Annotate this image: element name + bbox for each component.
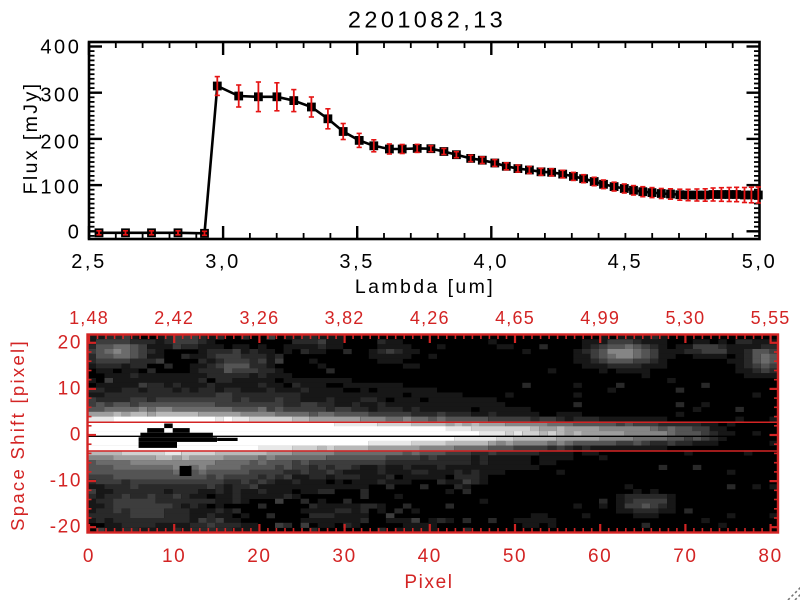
svg-text:60: 60 [588, 546, 612, 567]
svg-text:-10: -10 [50, 471, 82, 492]
svg-text:400: 400 [40, 37, 81, 59]
svg-text:20: 20 [247, 546, 271, 567]
svg-text:4,5: 4,5 [608, 251, 644, 273]
svg-text:Flux [mJy]: Flux [mJy] [20, 82, 42, 195]
svg-text:3,82: 3,82 [325, 308, 365, 328]
svg-text:5,0: 5,0 [742, 251, 778, 273]
svg-text:3,0: 3,0 [205, 251, 241, 273]
svg-text:Lambda [um]: Lambda [um] [355, 276, 495, 298]
svg-text:300: 300 [40, 85, 81, 107]
svg-text:50: 50 [503, 546, 527, 567]
svg-text:3,26: 3,26 [239, 308, 279, 328]
svg-text:0: 0 [70, 425, 82, 446]
svg-text:10: 10 [162, 546, 186, 567]
svg-text:1,48: 1,48 [69, 308, 109, 328]
svg-text:70: 70 [673, 546, 697, 567]
svg-text:100: 100 [40, 176, 81, 198]
svg-text:-20: -20 [50, 517, 82, 538]
svg-text:3,5: 3,5 [339, 251, 375, 273]
svg-text:5,30: 5,30 [665, 308, 705, 328]
svg-text:4,65: 4,65 [495, 308, 535, 328]
svg-text:20: 20 [58, 332, 82, 353]
svg-text:10: 10 [58, 378, 82, 399]
svg-text:Space Shift [pixel]: Space Shift [pixel] [7, 339, 28, 531]
svg-text:5,55: 5,55 [751, 308, 791, 328]
svg-text:0: 0 [68, 221, 82, 243]
svg-text:4,99: 4,99 [580, 308, 620, 328]
svg-text:40: 40 [418, 546, 442, 567]
svg-text:2,42: 2,42 [154, 308, 194, 328]
svg-text:2,5: 2,5 [71, 251, 107, 273]
svg-text:0: 0 [83, 546, 95, 567]
svg-text:200: 200 [40, 132, 81, 154]
svg-text:80: 80 [758, 546, 782, 567]
svg-text:4,0: 4,0 [473, 251, 509, 273]
svg-text:2201082,13: 2201082,13 [348, 7, 506, 33]
svg-text:Pixel: Pixel [404, 572, 453, 593]
svg-text:30: 30 [332, 546, 356, 567]
svg-text:4,26: 4,26 [410, 308, 450, 328]
